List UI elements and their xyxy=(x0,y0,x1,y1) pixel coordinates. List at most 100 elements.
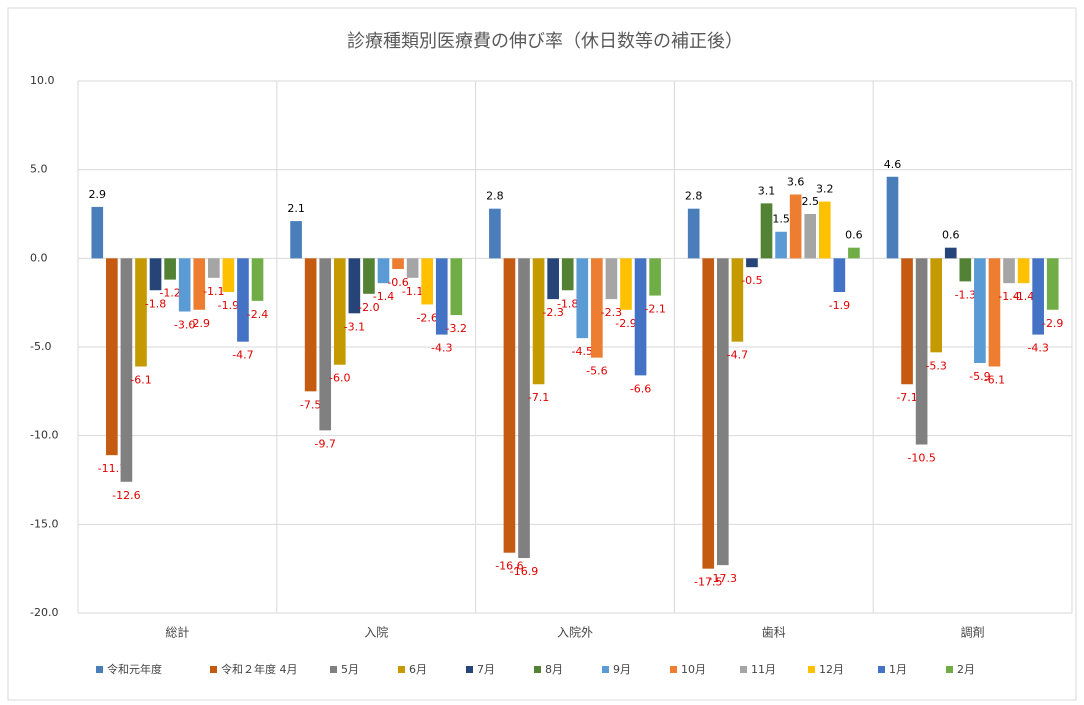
data-label: 2.5 xyxy=(801,195,819,208)
data-label: -7.5 xyxy=(300,398,321,411)
bar xyxy=(164,258,176,280)
data-label: -1.4 xyxy=(1013,290,1034,303)
bar xyxy=(702,258,715,569)
bar xyxy=(304,258,317,392)
data-label: 2.8 xyxy=(685,190,703,203)
y-tick-label: -10.0 xyxy=(30,429,58,442)
data-label: -2.3 xyxy=(542,306,563,319)
y-tick-label: 10.0 xyxy=(30,74,55,87)
data-label: -1.2 xyxy=(159,287,180,300)
bar xyxy=(207,258,220,278)
legend-label: 1月 xyxy=(889,663,907,676)
data-label: -0.6 xyxy=(387,276,408,289)
data-label: -1.8 xyxy=(557,297,578,310)
legend-swatch xyxy=(330,666,337,673)
bar xyxy=(833,258,846,293)
data-label: -4.7 xyxy=(232,349,253,362)
data-label: -9.7 xyxy=(314,437,335,450)
bar xyxy=(377,258,390,284)
data-label: -6.1 xyxy=(984,374,1005,387)
data-label: -6.6 xyxy=(630,382,651,395)
legend-label: 7月 xyxy=(477,663,495,676)
data-label: -1.4 xyxy=(998,290,1019,303)
data-label: -1.3 xyxy=(955,288,976,301)
bar xyxy=(687,208,700,259)
bar xyxy=(591,258,603,358)
legend-swatch xyxy=(670,666,677,673)
data-label: -0.5 xyxy=(741,274,762,287)
bar xyxy=(532,258,545,385)
bar xyxy=(363,258,375,294)
bar xyxy=(760,203,773,259)
bar xyxy=(988,258,1001,367)
data-label: -1.4 xyxy=(373,290,394,303)
data-label: 2.8 xyxy=(486,190,504,203)
y-tick-label: 0.0 xyxy=(30,251,48,264)
data-label: -7.1 xyxy=(896,391,917,404)
data-label: 0.6 xyxy=(845,229,863,242)
bar xyxy=(716,258,729,566)
bar xyxy=(435,258,448,335)
bar xyxy=(915,258,928,445)
bar xyxy=(547,258,559,300)
data-label: -4.7 xyxy=(727,349,748,362)
data-label: -11.1 xyxy=(98,462,126,475)
bar xyxy=(135,258,147,367)
data-label: -1.1 xyxy=(203,285,224,298)
legend-label: 令和元年度 xyxy=(107,662,162,676)
bar xyxy=(1046,258,1059,310)
legend-label: 10月 xyxy=(681,663,706,676)
data-label: -1.1 xyxy=(402,285,423,298)
bar xyxy=(348,258,361,314)
legend-swatch xyxy=(602,666,609,673)
bar xyxy=(222,258,235,293)
bar xyxy=(789,194,802,259)
bar xyxy=(392,258,404,269)
bar xyxy=(746,258,758,268)
y-tick-label: -5.0 xyxy=(30,340,51,353)
data-label: 2.9 xyxy=(89,188,107,201)
bar xyxy=(120,258,133,482)
chart-title: 診療種類別医療費の伸び率（休日数等の補正後） xyxy=(347,31,743,52)
bar xyxy=(605,258,618,300)
legend-swatch xyxy=(96,666,103,673)
legend-swatch xyxy=(210,666,217,673)
bar xyxy=(649,258,661,296)
legend-label: 2月 xyxy=(957,663,975,676)
y-tick-label: -15.0 xyxy=(30,517,58,530)
data-label: 3.1 xyxy=(758,184,776,197)
legend-label: 6月 xyxy=(409,663,427,676)
bar xyxy=(930,258,943,353)
legend-swatch xyxy=(878,666,885,673)
data-label: -2.3 xyxy=(601,306,622,319)
bar xyxy=(886,176,899,259)
bar xyxy=(818,201,831,259)
x-tick-label: 総計 xyxy=(165,625,189,640)
y-tick-label: 5.0 xyxy=(30,163,48,176)
data-label: -2.6 xyxy=(416,311,437,324)
legend-label: 11月 xyxy=(751,663,776,676)
data-label: -1.9 xyxy=(218,299,239,312)
x-tick-label: 入院外 xyxy=(557,626,593,640)
bar xyxy=(237,258,249,342)
data-label: -16.6 xyxy=(495,560,523,573)
data-label: -2.4 xyxy=(247,308,268,321)
data-label: -3.0 xyxy=(174,319,195,332)
data-label: 2.1 xyxy=(287,202,305,215)
data-label: -4.3 xyxy=(431,342,452,355)
bar xyxy=(178,258,191,312)
data-label: -16.9 xyxy=(510,565,538,578)
bar xyxy=(251,258,264,301)
data-label: -5.6 xyxy=(586,365,607,378)
bar xyxy=(149,258,162,291)
bar xyxy=(901,258,913,385)
bar xyxy=(106,258,118,456)
data-label: -2.1 xyxy=(644,303,665,316)
bar xyxy=(489,208,501,259)
bar xyxy=(634,258,647,376)
data-label: -5.3 xyxy=(925,359,946,372)
data-label: 1.5 xyxy=(772,213,790,226)
bar xyxy=(1003,258,1015,284)
data-label: -4.5 xyxy=(572,345,593,358)
